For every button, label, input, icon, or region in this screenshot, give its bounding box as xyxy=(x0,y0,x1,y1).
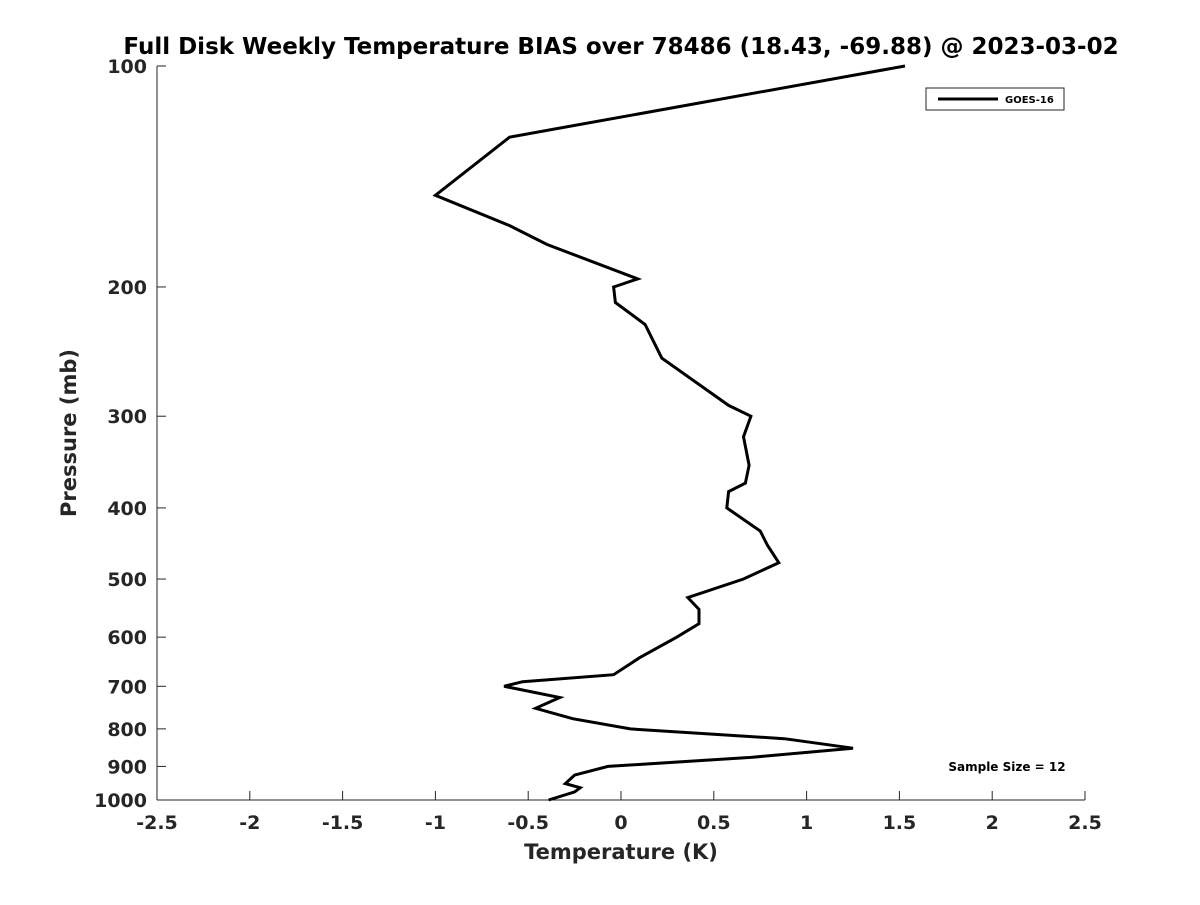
x-ticks: -2.5 -2 -1.5 -1 -0.5 0 0.5 1 1.5 2 2.5 xyxy=(136,791,1102,834)
y-tick-label: 1000 xyxy=(94,790,147,812)
legend: GOES-16 xyxy=(925,87,1065,111)
axes xyxy=(156,66,1085,801)
y-axis-label: Pressure (mb) xyxy=(57,349,81,517)
x-tick-label: 1 xyxy=(800,812,813,834)
x-tick-label: -1.5 xyxy=(322,812,364,834)
x-tick-label: -2 xyxy=(239,812,260,834)
chart-title: Full Disk Weekly Temperature BIAS over 7… xyxy=(123,34,1118,60)
x-tick-label: -2.5 xyxy=(136,812,178,834)
y-tick-label: 900 xyxy=(107,756,147,778)
y-tick-label: 700 xyxy=(107,676,147,698)
x-tick-label: 2 xyxy=(986,812,999,834)
y-tick-label: 500 xyxy=(107,569,147,591)
x-tick-label: 0 xyxy=(614,812,627,834)
x-tick-label: -0.5 xyxy=(507,812,549,834)
y-tick-label: 200 xyxy=(107,277,147,299)
x-tick-label: 0.5 xyxy=(697,812,731,834)
x-axis-label: Temperature (K) xyxy=(524,840,718,864)
legend-label: GOES-16 xyxy=(1005,95,1054,106)
x-tick-label: 2.5 xyxy=(1068,812,1102,834)
y-tick-label: 600 xyxy=(107,627,147,649)
y-tick-label: 300 xyxy=(107,406,147,428)
y-tick-label: 100 xyxy=(107,56,147,78)
series-lines xyxy=(432,64,906,802)
sample-size-annotation: Sample Size = 12 xyxy=(948,760,1065,774)
y-tick-label: 800 xyxy=(107,719,147,741)
x-tick-label: -1 xyxy=(425,812,446,834)
series-line-goes-16 xyxy=(432,64,906,802)
y-tick-label: 400 xyxy=(107,498,147,520)
x-tick-label: 1.5 xyxy=(883,812,917,834)
y-ticks: 100 200 300 400 500 600 700 800 900 1000 xyxy=(94,56,166,812)
